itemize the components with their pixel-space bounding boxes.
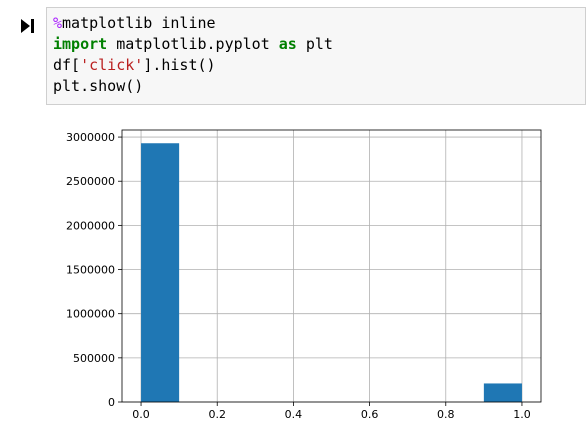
code-line-3: df['click'].hist() <box>53 56 216 74</box>
x-tick-label: 0.4 <box>285 408 303 421</box>
import-keyword: import <box>53 35 108 53</box>
histogram-bar <box>141 143 180 402</box>
x-tick-label: 0.6 <box>361 408 379 421</box>
code-line-4: plt.show() <box>53 77 144 95</box>
code-cell-input[interactable]: %matplotlib inline import matplotlib.pyp… <box>46 7 586 105</box>
df-index-open: df[ <box>53 56 81 74</box>
y-tick-label: 1000000 <box>66 308 115 321</box>
code-line-2: import matplotlib.pyplot as plt <box>53 35 333 53</box>
y-tick-label: 1500000 <box>66 264 115 277</box>
x-tick-label: 0.8 <box>437 408 455 421</box>
code-line-1: %matplotlib inline <box>53 14 216 32</box>
y-tick-label: 500000 <box>73 352 115 365</box>
x-tick-label: 0.2 <box>208 408 226 421</box>
code-editor[interactable]: %matplotlib inline import matplotlib.pyp… <box>53 13 333 97</box>
x-tick-label: 0.0 <box>132 408 150 421</box>
histogram-bar <box>483 383 522 402</box>
y-tick-label: 2000000 <box>66 219 115 232</box>
y-tick-label: 3000000 <box>66 131 115 144</box>
plot-frame <box>121 129 542 403</box>
alias-name: plt <box>296 35 333 53</box>
magic-prefix: % <box>53 14 63 32</box>
histogram-chart: 0.0 0.2 0.4 0.6 0.8 1.0 0 500000 1000000 1500000 2… <box>66 129 542 421</box>
module-name: matplotlib.pyplot <box>107 35 279 53</box>
x-tick-label: 1.0 <box>513 408 531 421</box>
magic-command: matplotlib inline <box>62 14 216 32</box>
y-tick-label: 2500000 <box>66 175 115 188</box>
hist-call: ].hist() <box>143 56 216 74</box>
y-tick-label: 0 <box>108 396 115 409</box>
as-keyword: as <box>278 35 297 53</box>
run-cell-icon[interactable] <box>20 18 36 34</box>
column-string: 'click' <box>80 56 144 74</box>
